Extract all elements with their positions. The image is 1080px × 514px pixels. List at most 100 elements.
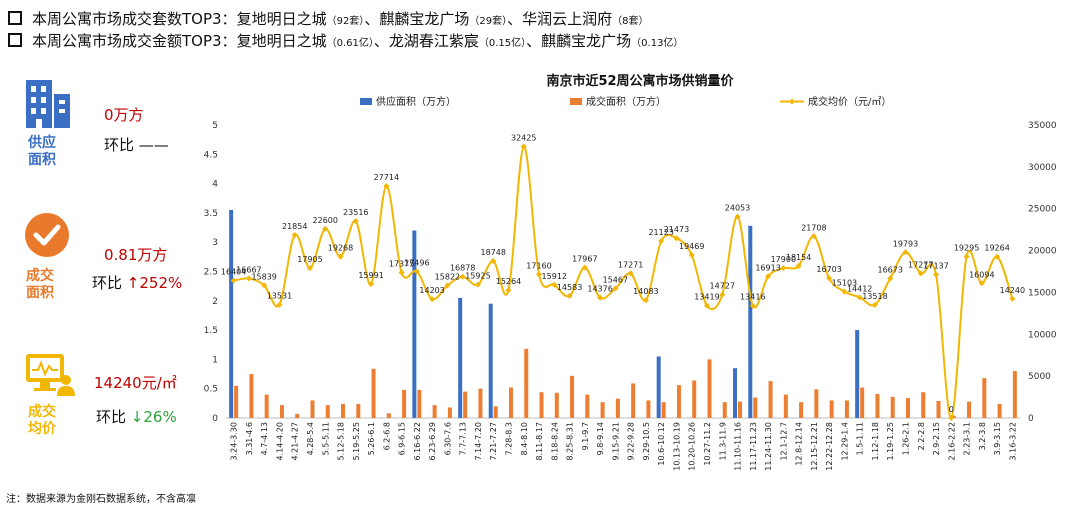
monitor-person-icon (26, 354, 75, 396)
y-right-tick-label: 0 (1028, 414, 1034, 424)
price-point (429, 296, 436, 303)
price-point (871, 301, 878, 308)
price-point (933, 271, 940, 278)
price-data-label: 16703 (816, 265, 841, 274)
price-point (765, 273, 772, 280)
x-tick-label: 12.8-12.14 (795, 422, 804, 466)
price-point (490, 258, 497, 265)
deal-bar (295, 413, 300, 418)
price-data-label: 23516 (343, 208, 368, 217)
price-data-label: 15925 (465, 272, 490, 281)
price-data-label: 16878 (450, 264, 475, 273)
price-point (337, 253, 344, 260)
x-tick-label: 12.22-12.28 (825, 422, 834, 471)
price-point (444, 282, 451, 289)
deal-bar (325, 405, 330, 418)
deal-bar (341, 403, 346, 418)
x-tick-label: 3.9-3.15 (993, 422, 1002, 455)
x-tick-label: 5.19-5.25 (352, 422, 361, 461)
price-point (536, 271, 543, 278)
supply-compare-value: —— (138, 136, 169, 154)
price-point (230, 277, 237, 284)
price-data-label: 15912 (542, 272, 567, 281)
supply-compare: 环比 —— (104, 134, 169, 155)
deal-bar (463, 391, 468, 418)
price-compare: 环比 ↓26% (96, 406, 177, 427)
legend-swatch-deal (570, 98, 582, 105)
x-tick-label: 12.15-12.21 (810, 422, 819, 471)
price-data-label: 21854 (282, 222, 307, 231)
deal-bar (890, 396, 895, 418)
x-tick-label: 11.10-11.16 (734, 422, 743, 471)
top3-count-item-2: 麒麟宝龙广场 (379, 10, 470, 28)
square-bullet-icon (8, 10, 22, 25)
price-point (749, 302, 756, 309)
supply-bar (458, 297, 463, 418)
price-compare-value: 26% (143, 408, 177, 426)
price-point (368, 281, 375, 288)
price-point (383, 182, 390, 189)
price-data-label: 18748 (480, 248, 505, 257)
price-point (994, 253, 1001, 260)
x-tick-label: 8.25-8.31 (566, 422, 575, 461)
deal-bar (1012, 371, 1017, 418)
x-tick-label: 6.23-6.29 (428, 422, 437, 461)
price-data-label: 13518 (862, 292, 887, 301)
legend-label-supply: 供应面积（万方） (376, 95, 456, 108)
x-tick-label: 3.16-3.22 (1008, 422, 1017, 461)
x-tick-label: 10.6-10.12 (657, 422, 666, 466)
deal-caption-2: 面积 (26, 285, 54, 301)
y-left-tick-label: 3 (212, 238, 218, 248)
price-point (566, 292, 573, 299)
deal-bar (860, 387, 865, 418)
price-data-label: 18154 (786, 253, 811, 262)
price-data-label: 13531 (267, 292, 292, 301)
supply-bar (656, 356, 661, 418)
deal-bar (692, 380, 697, 418)
price-data-label: 17137 (923, 262, 948, 271)
deal-bar (875, 393, 880, 418)
deal-bar (539, 392, 544, 418)
price-value: 14240元/㎡ (94, 374, 177, 392)
y-left-tick-label: 4 (212, 180, 218, 190)
top3-count-line: 本周公寓市场成交套数TOP3：复地明日之城（92套）、麒麟宝龙广场（29套）、华… (8, 8, 648, 29)
y-right-tick-label: 15000 (1028, 288, 1057, 298)
price-point (902, 249, 909, 256)
deal-bar (234, 385, 239, 418)
price-point (597, 294, 604, 301)
supply-caption: 供应 面积 (28, 135, 56, 169)
top3-amount-detail-1: （0.61亿） (326, 38, 374, 49)
deal-bar (707, 359, 712, 418)
x-tick-label: 12.29-1.4 (840, 422, 849, 461)
y-left-tick-label: 2.5 (204, 268, 218, 278)
legend-swatch-supply (360, 98, 372, 105)
deal-bar (432, 405, 437, 418)
x-tick-label: 12.1-12.7 (779, 422, 788, 461)
supply-bar (488, 303, 493, 418)
y-left-tick-label: 3.5 (204, 209, 218, 219)
deal-bar (753, 397, 758, 418)
price-data-label: 21473 (664, 225, 689, 234)
x-tick-label: 7.21-7.27 (489, 422, 498, 461)
price-point (688, 252, 695, 259)
deal-bar (478, 388, 483, 418)
price-data-label: 17277 (908, 260, 933, 269)
x-tick-label: 6.30-7.6 (443, 422, 452, 455)
deal-bar (386, 413, 391, 418)
price-data-label: 13416 (740, 293, 765, 302)
price-data-label: 17967 (572, 255, 597, 264)
deal-bar (661, 402, 666, 418)
legend-marker-price (789, 98, 795, 105)
price-point (856, 294, 863, 301)
price-point (245, 275, 252, 282)
price-point (322, 225, 329, 232)
compare-label: 环比 (104, 136, 135, 154)
price-data-label: 16094 (969, 270, 994, 279)
deal-bar (722, 402, 727, 418)
deal-bar (799, 402, 804, 418)
price-point (719, 291, 726, 298)
price-point (795, 263, 802, 270)
x-tick-label: 1.5-1.11 (856, 422, 865, 455)
deal-bar (356, 403, 361, 418)
y-right-tick-label: 25000 (1028, 205, 1057, 215)
